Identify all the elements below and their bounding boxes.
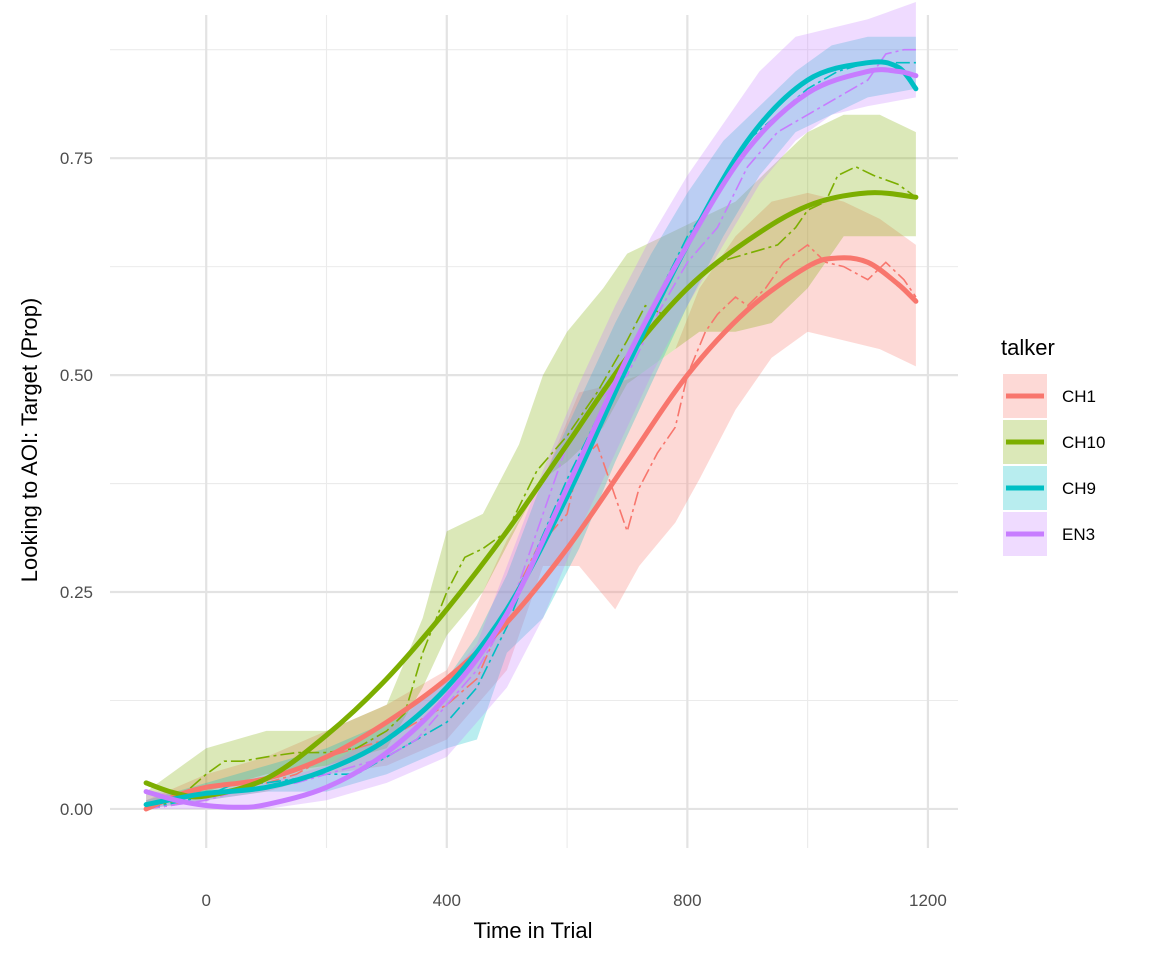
raw-line-ch10 [145, 165, 917, 810]
x-axis-title: Time in Trial [474, 918, 593, 943]
x-tick-labels: 0 400 800 1200 [201, 891, 946, 910]
legend-items: CH1 CH10 CH9 EN3 [1003, 374, 1105, 556]
smooth-line-ch10 [143, 190, 919, 800]
x-tick-label: 400 [433, 891, 461, 910]
legend-item-ch1: CH1 [1003, 374, 1096, 418]
y-tick-labels: 0.00 0.25 0.50 0.75 [60, 149, 93, 819]
legend-label: CH1 [1062, 387, 1096, 406]
legend: talker CH1 CH10 CH9 EN3 [1001, 335, 1105, 556]
smooth-line-ch9 [143, 59, 919, 808]
legend-label: CH9 [1062, 479, 1096, 498]
legend-item-en3: EN3 [1003, 512, 1095, 556]
band-ch9 [146, 36, 916, 809]
smooth-line-en3 [143, 67, 919, 810]
confidence-bands [146, 2, 916, 810]
smooth-lines [143, 59, 919, 812]
y-tick-label: 0.00 [60, 800, 93, 819]
band-en3 [146, 2, 916, 809]
legend-label: CH10 [1062, 433, 1105, 452]
y-tick-label: 0.25 [60, 583, 93, 602]
band-ch10 [146, 114, 916, 810]
x-tick-label: 0 [201, 891, 210, 910]
y-axis-title: Looking to AOI: Target (Prop) [17, 298, 42, 583]
legend-item-ch10: CH10 [1003, 420, 1105, 464]
legend-item-ch9: CH9 [1003, 466, 1096, 510]
grid-minor [110, 15, 958, 848]
legend-label: EN3 [1062, 525, 1095, 544]
legend-title: talker [1001, 335, 1055, 360]
raw-line-en3 [145, 48, 916, 810]
x-tick-label: 800 [673, 891, 701, 910]
y-tick-label: 0.50 [60, 366, 93, 385]
x-tick-label: 1200 [909, 891, 947, 910]
y-tick-label: 0.75 [60, 149, 93, 168]
